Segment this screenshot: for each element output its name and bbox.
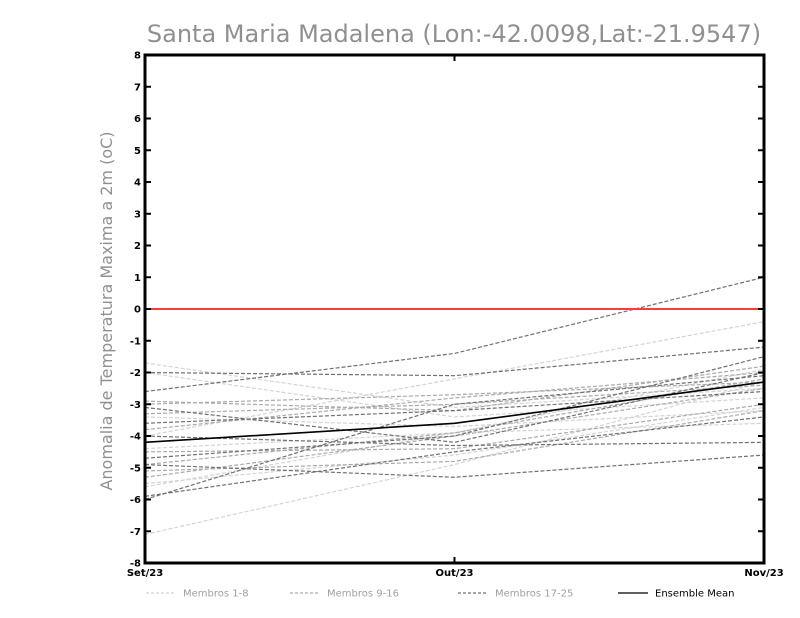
y-tick-label: 3 <box>134 209 141 220</box>
member-line-g1-m7 <box>144 371 765 418</box>
member-line-g2-m5 <box>144 381 765 405</box>
member-line-g1-m2 <box>144 368 765 488</box>
legend-label: Ensemble Mean <box>655 589 734 600</box>
member-line-g3-m3 <box>144 375 765 501</box>
axis-ticks: -8 -7 -6 -5 -4 -3 -2 -1 0 1 2 3 4 5 6 7 8 Set/23 Out/23 Nov… <box>127 51 784 580</box>
member-line-g3-m8 <box>144 454 765 478</box>
member-line-g1-m8 <box>144 422 765 450</box>
y-tick-label: 4 <box>134 178 141 189</box>
x-tick-label: Out/23 <box>436 568 474 579</box>
member-line-g3-m2 <box>144 346 765 377</box>
member-line-g1-m4 <box>144 406 765 485</box>
y-tick-label: 1 <box>134 273 141 284</box>
y-tick-label: 7 <box>134 82 141 93</box>
y-tick-label: 0 <box>134 305 141 316</box>
legend-label: Membros 9-16 <box>327 589 399 600</box>
legend-label: Membros 1-8 <box>183 589 249 600</box>
y-tick-label: -8 <box>130 559 141 570</box>
y-tick-label: -1 <box>130 336 141 347</box>
member-line-g3-m1 <box>144 276 765 393</box>
y-tick-label: -3 <box>130 400 141 411</box>
member-line-g2-m8 <box>144 410 765 472</box>
member-line-g3-m6 <box>144 356 765 459</box>
series-lines <box>144 276 765 536</box>
legend: Membros 1-8 Membros 9-16 Membros 17-25 Ense… <box>146 589 734 600</box>
y-tick-label: -2 <box>130 368 141 379</box>
y-tick-label: -7 <box>130 527 141 538</box>
chart-title: Santa Maria Madalena (Lon:-42.0098,Lat:-… <box>147 20 761 48</box>
y-tick-label: 2 <box>134 241 141 252</box>
member-line-g3-m5 <box>144 435 765 447</box>
member-line-g2-m6 <box>144 378 765 466</box>
x-tick-label: Set/23 <box>127 568 163 579</box>
y-axis-label: Anomalia de Temperatura Maxima a 2m (oC) <box>97 131 116 490</box>
legend-label: Membros 17-25 <box>495 589 573 600</box>
y-tick-label: -5 <box>130 463 141 474</box>
member-line-g2-m1 <box>144 387 765 478</box>
member-line-g1-m6 <box>144 410 765 428</box>
y-tick-label: -6 <box>130 495 141 506</box>
y-tick-label: 5 <box>134 146 141 157</box>
member-line-g1-m5 <box>144 321 765 437</box>
member-line-g3-m9 <box>144 390 765 424</box>
member-line-g2-m7 <box>144 384 765 415</box>
x-tick-label: Nov/23 <box>744 568 783 579</box>
y-tick-label: 6 <box>134 114 141 125</box>
y-tick-label: 8 <box>134 51 141 62</box>
member-line-g3-m4 <box>144 416 765 497</box>
y-tick-label: -4 <box>130 432 141 443</box>
member-line-g1-m3 <box>144 362 765 409</box>
member-line-g1-m1 <box>144 381 765 536</box>
ensemble-mean-line <box>144 381 765 444</box>
